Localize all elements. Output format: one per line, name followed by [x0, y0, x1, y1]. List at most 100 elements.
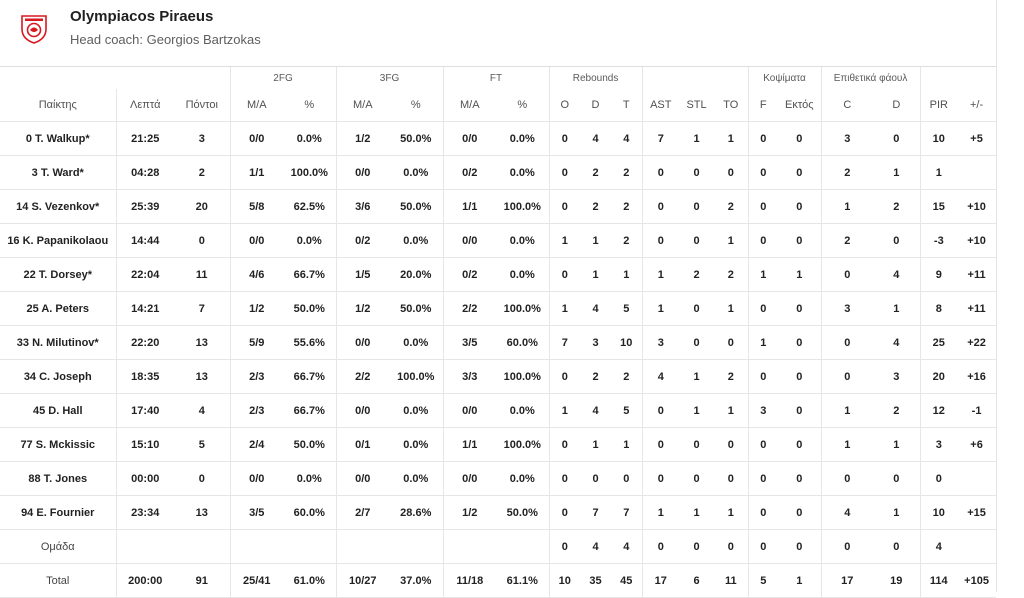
player-name[interactable]: 3 T. Ward* [0, 155, 116, 190]
player-name[interactable]: 22 T. Dorsey* [0, 257, 116, 292]
player-name[interactable]: 77 S. Mckissic [0, 427, 116, 462]
col-3fg-pct-cell: 0.0% [389, 223, 444, 258]
col-plus-minus-cell: +11 [957, 257, 997, 292]
team-name[interactable]: Olympiacos Piraeus [70, 8, 214, 25]
player-name[interactable]: 33 N. Milutinov* [0, 325, 116, 360]
col-points-cell: 0 [174, 223, 230, 258]
col-reb-off-cell: 10 [548, 563, 581, 598]
col-blocks-for-cell: 0 [747, 529, 779, 564]
col-blocks-against-header[interactable]: Εκτός [784, 99, 814, 111]
col-reb-total-cell: 2 [611, 359, 643, 394]
col-2fg-pct-cell: 55.6% [283, 325, 337, 360]
col-3fg-pct-cell: 0.0% [389, 155, 444, 190]
col-points-header[interactable]: Πόντοι [185, 99, 218, 111]
col-minutes-cell: 15:10 [115, 427, 174, 462]
col-2fg-pct-cell: 62.5% [283, 189, 337, 224]
col-2fg-pct-header[interactable]: % [304, 99, 315, 111]
col-3fg-pct-cell: 50.0% [389, 291, 444, 326]
col-turnovers-header[interactable]: TO [723, 99, 739, 111]
col-3fg-pct-cell: 50.0% [389, 189, 444, 224]
col-turnovers-cell: 0 [714, 155, 749, 190]
col-points-cell: 7 [174, 291, 230, 326]
col-ft-pct-header[interactable]: % [517, 99, 528, 111]
col-assists-cell: 7 [641, 121, 680, 156]
player-name[interactable]: 88 T. Jones [0, 461, 116, 496]
col-ft-ma-header[interactable]: Μ/Α [442, 89, 497, 122]
col-3fg-ma-header[interactable]: Μ/Α [335, 89, 390, 122]
team-logo-icon [19, 12, 49, 44]
col-points-cell: 4 [174, 393, 230, 428]
col-points-cell: 0 [174, 461, 230, 496]
col-steals-header[interactable]: STL [686, 99, 707, 111]
col-2fg-ma-cell [229, 529, 283, 564]
col-3fg-ma-cell: 0/0 [335, 325, 390, 360]
col-fouls-drawn-cell: 1 [873, 155, 921, 190]
col-ft-pct-cell: 100.0% [496, 291, 550, 326]
col-steals-cell: 0 [679, 223, 715, 258]
player-name[interactable]: 34 C. Joseph [0, 359, 116, 394]
col-reb-off-header[interactable]: O [548, 89, 581, 122]
col-fouls-committed-cell: 0 [820, 257, 874, 292]
col-reb-def-header[interactable]: D [591, 99, 600, 111]
col-assists-header[interactable]: AST [641, 89, 680, 122]
col-minutes-cell [115, 529, 174, 564]
col-fouls-drawn-cell: 1 [873, 427, 921, 462]
col-2fg-ma-header[interactable]: Μ/Α [229, 89, 283, 122]
col-3fg-ma-cell: 0/0 [335, 393, 390, 428]
col-3fg-pct-header[interactable]: % [410, 99, 421, 111]
col-3fg-pct-cell: 100.0% [389, 359, 444, 394]
group-2fg: 2FG [229, 66, 337, 89]
col-fouls-committed-cell: 0 [820, 359, 874, 394]
col-fouls-committed-cell: 3 [820, 291, 874, 326]
col-points-cell: 13 [174, 495, 230, 530]
col-fouls-committed-header[interactable]: C [820, 89, 874, 122]
col-minutes-cell: 200:00 [115, 563, 174, 598]
col-2fg-pct-cell: 0.0% [283, 121, 337, 156]
col-blocks-for-cell: 1 [747, 257, 779, 292]
col-turnovers-cell: 0 [714, 325, 749, 360]
col-steals-cell: 0 [679, 461, 715, 496]
player-name[interactable]: 25 A. Peters [0, 291, 116, 326]
col-fouls-drawn-cell: 0 [873, 223, 921, 258]
col-2fg-ma-cell: 5/8 [229, 189, 283, 224]
col-minutes-cell: 23:34 [115, 495, 174, 530]
col-pir-cell: 0 [919, 461, 958, 496]
player-row: 16 K. Papanikolaou 14:44 0 0/0 0.0% 0/2 0.0% 0/… [0, 223, 997, 258]
group-blocks: Κοψίματα [747, 66, 822, 89]
col-pir-cell: 3 [919, 427, 958, 462]
col-turnovers-cell: 1 [714, 495, 749, 530]
player-name[interactable]: 45 D. Hall [0, 393, 116, 428]
col-plus-minus-cell: +5 [957, 121, 997, 156]
col-turnovers-cell: 1 [714, 121, 749, 156]
col-reb-def-cell: 1 [580, 223, 612, 258]
col-2fg-ma-cell: 4/6 [229, 257, 283, 292]
col-minutes-header[interactable]: Λεπτά [115, 89, 174, 122]
col-3fg-ma-cell [335, 529, 390, 564]
player-name[interactable]: 16 K. Papanikolaou [0, 223, 116, 258]
group-header-row: 2FG 3FG FT Rebounds Κοψίματα Επιθετικά φ… [0, 66, 997, 89]
col-plus-minus-header[interactable]: +/- [969, 99, 984, 111]
col-pir-cell: 10 [919, 121, 958, 156]
col-player-header[interactable]: Παίκτης [38, 99, 77, 111]
col-steals-cell: 1 [679, 121, 715, 156]
col-assists-cell: 0 [641, 189, 680, 224]
col-assists-cell: 0 [641, 529, 680, 564]
col-pir-cell: 10 [919, 495, 958, 530]
col-blocks-for-cell: 0 [747, 121, 779, 156]
col-blocks-for-cell: 0 [747, 223, 779, 258]
col-plus-minus-cell: -1 [957, 393, 997, 428]
col-reb-total-header[interactable]: T [622, 99, 630, 111]
col-ft-pct-cell: 0.0% [496, 257, 550, 292]
group-rebounds: Rebounds [548, 66, 643, 89]
col-3fg-pct-cell: 0.0% [389, 461, 444, 496]
col-pir-header[interactable]: PIR [919, 89, 958, 122]
col-reb-def-cell: 35 [580, 563, 612, 598]
col-blocks-for-header[interactable]: F [747, 89, 779, 122]
player-name[interactable]: 0 T. Walkup* [0, 121, 116, 156]
col-fouls-drawn-header[interactable]: D [892, 99, 901, 111]
col-assists-cell: 0 [641, 155, 680, 190]
player-name[interactable]: 94 E. Fournier [0, 495, 116, 530]
player-name[interactable]: 14 S. Vezenkov* [0, 189, 116, 224]
col-assists-cell: 1 [641, 291, 680, 326]
col-blocks-for-cell: 3 [747, 393, 779, 428]
